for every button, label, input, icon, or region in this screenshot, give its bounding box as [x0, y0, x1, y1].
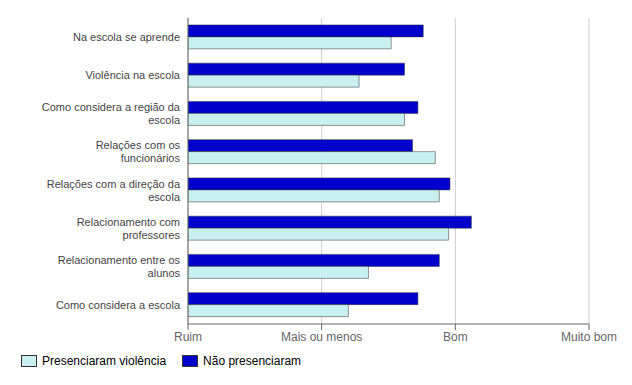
svg-text:Relacionamento entre osalunos: Relacionamento entre osalunos — [58, 254, 181, 279]
svg-text:Muito bom: Muito bom — [561, 330, 617, 344]
html-text:Não presenciaram: Não presenciaram — [203, 354, 302, 368]
svg-text:Ruim: Ruim — [174, 330, 202, 344]
svg-text:Bom: Bom — [443, 330, 468, 344]
svg-text:Como considera a escola: Como considera a escola — [56, 299, 181, 311]
svg-text:Na escola se aprende: Na escola se aprende — [73, 31, 180, 43]
svg-text:Como considera a região daesco: Como considera a região daescola — [42, 101, 181, 126]
svg-text:Relacionamento comprofessores: Relacionamento comprofessores — [77, 216, 181, 241]
svg-text:Violência na escola: Violência na escola — [85, 69, 180, 81]
html-text:Presenciaram violência: Presenciaram violência — [42, 354, 167, 368]
svg-text:Relações com osfuncionários: Relações com osfuncionários — [96, 139, 181, 164]
svg-text:Relações com a direção daescol: Relações com a direção daescola — [47, 178, 181, 203]
svg-text:Mais ou menos: Mais ou menos — [281, 330, 362, 344]
